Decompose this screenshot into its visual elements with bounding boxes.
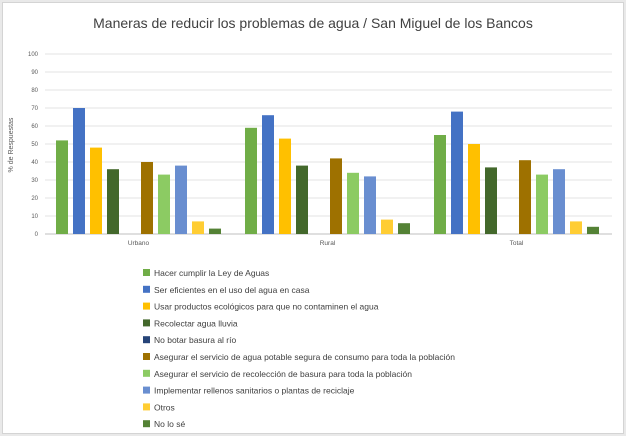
bar (434, 135, 446, 234)
legend-label: Recolectar agua lluvia (154, 318, 238, 328)
category-label: Rural (320, 240, 336, 247)
bar (209, 228, 221, 234)
bar (262, 115, 274, 234)
bar (175, 165, 187, 234)
legend-label: Ser eficientes en el uso del agua en cas… (154, 285, 310, 295)
bar (158, 174, 170, 234)
bar (587, 226, 599, 234)
y-tick-label: 20 (31, 196, 38, 202)
y-tick-label: 80 (31, 88, 38, 94)
legend-swatch (143, 269, 150, 276)
y-tick-label: 100 (28, 52, 39, 58)
legend: Hacer cumplir la Ley de Aguas Ser eficien… (143, 268, 455, 429)
legend-swatch (143, 285, 150, 293)
bars (56, 108, 599, 234)
bar (398, 223, 410, 234)
legend-label: Asegurar el servicio de agua potable seg… (154, 352, 455, 362)
bar (330, 158, 342, 234)
bar (364, 176, 376, 234)
legend-swatch (143, 319, 150, 327)
legend-swatch (143, 336, 150, 344)
bar (381, 219, 393, 234)
category-label: Total (510, 240, 524, 247)
legend-label: Hacer cumplir la Ley de Aguas (154, 268, 269, 278)
y-tick-label: 0 (35, 232, 39, 238)
bar (73, 108, 85, 234)
y-tick-label: 70 (31, 106, 38, 112)
bar (56, 140, 68, 234)
y-tick-label: 40 (31, 160, 38, 166)
legend-swatch (143, 302, 150, 310)
y-axis-label: % de Respuestas (8, 117, 15, 172)
legend-swatch (143, 403, 150, 411)
bar (347, 172, 359, 234)
bar (536, 174, 548, 234)
bar (519, 160, 531, 234)
bar (485, 167, 497, 234)
bar (107, 169, 119, 234)
legend-label: Implementar rellenos sanitarios o planta… (154, 386, 355, 396)
bar (451, 111, 463, 234)
y-axis-ticks: 0 10 20 30 40 50 60 70 80 90 100 (28, 52, 39, 238)
bar (90, 147, 102, 234)
chart-title: Maneras de reducir los problemas de agua… (93, 15, 533, 31)
bar (279, 138, 291, 234)
y-tick-label: 50 (31, 142, 38, 148)
y-tick-label: 90 (31, 70, 38, 76)
category-label: Urbano (128, 240, 150, 247)
legend-swatch (143, 420, 150, 428)
bar (553, 169, 565, 234)
bar (296, 165, 308, 234)
y-tick-label: 30 (31, 178, 38, 184)
gridlines (45, 53, 612, 235)
legend-label: Asegurar el servicio de recolección de b… (154, 369, 412, 379)
y-tick-label: 60 (31, 124, 38, 130)
y-tick-label: 10 (31, 214, 38, 220)
legend-label: No lo sé (154, 419, 185, 429)
bar (245, 127, 257, 234)
legend-swatch (143, 386, 150, 394)
bar (192, 221, 204, 234)
bar (570, 221, 582, 234)
bar (141, 162, 153, 234)
legend-label: Usar productos ecológicos para que no co… (154, 302, 379, 312)
legend-swatch (143, 353, 150, 360)
bar (468, 144, 480, 234)
legend-label: Otros (154, 402, 175, 412)
legend-label: No botar basura al río (154, 335, 236, 345)
category-labels: Urbano Rural Total (128, 240, 524, 247)
legend-swatch (143, 369, 150, 377)
